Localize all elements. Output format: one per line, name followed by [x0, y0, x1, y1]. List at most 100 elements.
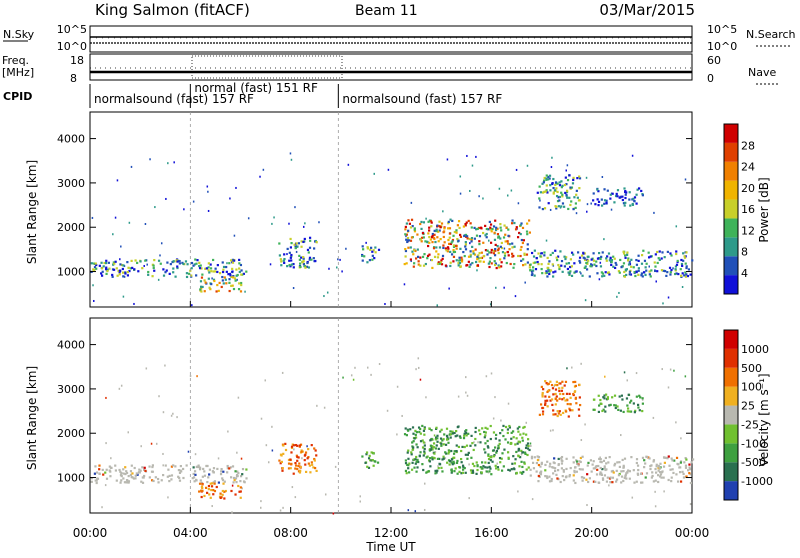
echo-cell [419, 451, 422, 454]
echo-cell [475, 228, 478, 231]
echo-cell [657, 469, 660, 472]
echo-cell [624, 196, 627, 200]
echo-cell [685, 251, 688, 254]
echo-cell [418, 430, 421, 434]
echo-cell [151, 464, 154, 467]
echo-cell [601, 477, 605, 480]
echo-cell [451, 430, 454, 433]
echo-cell [450, 253, 454, 256]
colorbar-swatch [724, 405, 738, 425]
echo-cell [549, 380, 552, 383]
echo-cell [592, 467, 595, 470]
echo-cell [679, 466, 682, 469]
echo-cell [622, 262, 626, 265]
scatter-point [328, 267, 330, 270]
echo-cell [583, 257, 586, 260]
echo-cell [486, 253, 489, 256]
echo-cell [541, 393, 544, 396]
echo-cell [209, 496, 212, 499]
echo-cell [532, 255, 536, 258]
echo-cell [303, 237, 306, 241]
echo-cell [510, 222, 514, 225]
echo-cell [579, 403, 582, 407]
scatter-point [669, 368, 672, 371]
echo-cell [426, 254, 430, 257]
echo-cell [625, 273, 628, 277]
scatter-point [294, 206, 296, 209]
scatter-point [520, 453, 523, 456]
echo-cell [586, 464, 589, 467]
nsearch-label: N.Search [746, 28, 796, 41]
echo-cell [190, 267, 193, 270]
echo-cell [234, 279, 237, 282]
echo-cell [278, 459, 281, 462]
echo-cell [224, 278, 227, 281]
echo-cell [496, 227, 499, 230]
echo-cell [552, 413, 555, 416]
echo-cell [637, 269, 640, 272]
scatter-point [122, 295, 125, 298]
echo-cell [685, 273, 688, 276]
echo-cell [628, 270, 631, 273]
echo-cell [178, 262, 181, 265]
echo-cell [541, 395, 544, 398]
echo-cell [102, 473, 105, 476]
echo-cell [538, 185, 541, 188]
echo-cell [602, 396, 605, 399]
echo-cell [126, 481, 129, 484]
echo-cell [411, 448, 414, 451]
echo-cell [310, 258, 313, 261]
echo-cell [170, 474, 174, 477]
echo-cell [489, 226, 492, 229]
echo-cell [292, 262, 295, 266]
echo-cell [429, 238, 432, 241]
scatter-point [324, 493, 327, 496]
echo-cell [415, 470, 418, 473]
scatter-point [282, 506, 284, 509]
echo-cell [367, 466, 371, 469]
power-ylabel: Slant Range [km] [25, 160, 39, 264]
echo-cell [548, 272, 551, 276]
echo-cell [412, 446, 415, 449]
echo-cell [613, 462, 617, 465]
echo-cell [469, 263, 472, 266]
echo-cell [413, 228, 416, 231]
echo-cell [140, 480, 143, 483]
echo-cell [153, 258, 156, 262]
echo-cell [616, 195, 619, 198]
echo-cell [122, 275, 125, 278]
echo-cell [468, 237, 471, 241]
echo-cell [531, 266, 535, 269]
echo-cell [443, 433, 446, 436]
echo-cell [621, 195, 624, 198]
echo-cell [674, 265, 678, 268]
echo-cell [416, 248, 419, 251]
echo-cell [216, 467, 219, 471]
echo-cell [290, 446, 294, 450]
echo-cell [606, 397, 609, 400]
echo-cell [438, 220, 441, 223]
cpid-label: CPID [3, 90, 32, 103]
echo-cell [570, 200, 573, 203]
echo-cell [596, 468, 599, 471]
scatter-point [288, 222, 290, 225]
echo-cell [406, 463, 409, 466]
echo-cell [447, 220, 450, 224]
echo-cell [680, 258, 683, 262]
echo-cell [420, 236, 424, 239]
echo-cell [688, 463, 691, 466]
echo-cell [144, 259, 147, 262]
echo-cell [520, 245, 523, 249]
echo-cell [198, 264, 201, 268]
echo-cell [640, 274, 643, 277]
echo-cell [228, 467, 231, 470]
echo-cell [604, 271, 607, 274]
echo-cell [509, 262, 512, 266]
echo-cell [575, 470, 578, 473]
scatter-point [631, 154, 634, 157]
scatter-point [423, 508, 426, 511]
echo-cell [508, 243, 511, 246]
echo-cell [519, 456, 522, 459]
echo-cell [569, 258, 572, 261]
echo-cell [437, 261, 440, 264]
